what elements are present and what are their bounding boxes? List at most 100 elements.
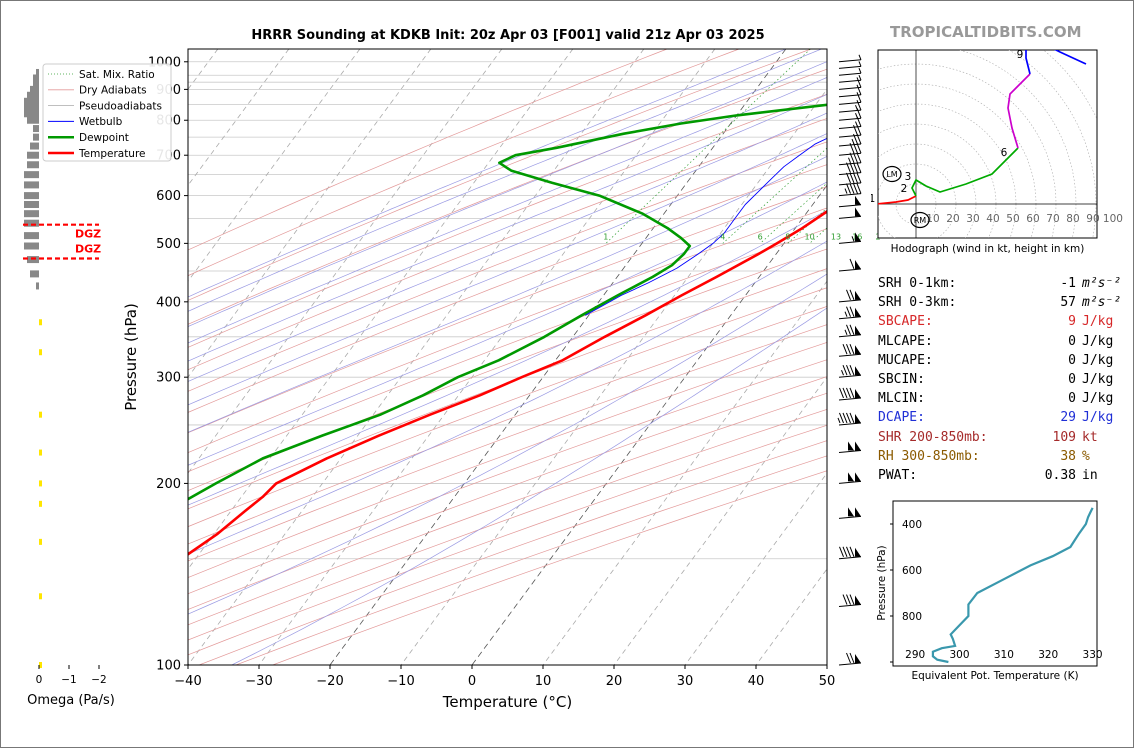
- dewpoint-profile: [188, 103, 827, 501]
- y-axis-label: Pressure (hPa): [122, 303, 140, 411]
- theta-e-y-tick-label: 600: [902, 565, 922, 577]
- barb-full: [846, 652, 851, 664]
- stat-label: MLCAPE:: [878, 333, 933, 349]
- x-tick-label: 40: [748, 674, 765, 689]
- barb-staff: [838, 556, 862, 560]
- stat-value: 0: [1068, 372, 1076, 388]
- hodo-ring-label: 20: [946, 213, 959, 225]
- hodo-height-label: 9: [1017, 49, 1024, 61]
- barb-flag: [855, 325, 861, 335]
- barb-full: [856, 183, 862, 194]
- omega-bar: [27, 256, 39, 264]
- theta-e-y-tick-label: 400: [902, 519, 922, 531]
- stat-unit: m²s⁻²: [1082, 276, 1122, 291]
- barb-full: [849, 152, 855, 163]
- stat-unit: kt: [1082, 429, 1098, 445]
- barb-full: [842, 412, 848, 424]
- wind-barb: [838, 289, 862, 303]
- brand-watermark: TROPICALTIDBITS.COM: [890, 23, 1082, 41]
- barb-staff: [838, 59, 862, 63]
- barb-staff: [838, 353, 862, 357]
- stat-value: 38: [1060, 448, 1076, 464]
- barb-full: [846, 306, 851, 317]
- legend-entry: Wetbulb: [79, 116, 123, 128]
- chart-title: HRRR Sounding at KDKB Init: 20z Apr 03 […: [251, 28, 765, 43]
- isotherm-line: [400, 88, 827, 665]
- omega-bar: [33, 80, 39, 88]
- stat-row: RH 300-850mb: 38%: [878, 447, 1121, 466]
- barb-staff: [838, 450, 862, 454]
- wind-barb: [838, 594, 862, 608]
- hodo-ring-label: 50: [1006, 213, 1019, 225]
- barb-full: [853, 162, 858, 173]
- barb-full: [853, 172, 858, 184]
- barb-staff: [838, 72, 862, 76]
- wind-barb: [838, 652, 862, 666]
- dry-adiabat-line: [188, 248, 827, 492]
- barb-flag: [855, 232, 861, 242]
- wind-barb: [838, 61, 862, 69]
- dry-adiabat-line: [188, 341, 827, 578]
- stat-unit: J/kg: [1082, 333, 1114, 349]
- stat-unit: in: [1082, 468, 1098, 484]
- omega-bar: [36, 68, 39, 76]
- barb-full: [846, 387, 851, 399]
- barb-half: [858, 75, 862, 81]
- barb-full: [842, 594, 848, 605]
- barb-full: [849, 594, 855, 605]
- hodo-caption: Hodograph (wind in kt, height in km): [891, 243, 1085, 255]
- dry-adiabat-line: [188, 268, 827, 510]
- mixing-ratio-label: 4: [720, 232, 725, 241]
- barb-full: [856, 99, 862, 111]
- stat-label: SRH 0-3km:: [878, 295, 957, 311]
- dry-adiabat-line: [188, 392, 827, 626]
- legend-entry: Dewpoint: [79, 132, 129, 144]
- omega-bar: [36, 282, 39, 290]
- barb-staff: [838, 193, 862, 197]
- omega-bar: [24, 110, 39, 118]
- barb-full: [856, 116, 862, 127]
- theta-e-x-tick-label: 300: [949, 649, 969, 661]
- barb-staff: [838, 204, 862, 208]
- isotherm-line: [188, 49, 645, 665]
- dry-adiabat-line: [188, 186, 827, 434]
- mixing-ratio-label: 6: [758, 232, 763, 241]
- legend-entry: Sat. Mix. Ratio: [79, 69, 155, 81]
- stat-value: 57: [1060, 295, 1076, 311]
- wind-barb: [838, 387, 862, 401]
- stat-row: SRH 0-3km: 57 m²s⁻²: [878, 293, 1121, 312]
- barb-flag: [855, 507, 861, 517]
- omega-bar: [24, 103, 39, 111]
- barb-full: [846, 324, 851, 335]
- barb-full: [849, 546, 855, 557]
- stat-row: SHR 200-850mb: 109 kt: [878, 428, 1121, 447]
- stat-label: MLCIN:: [878, 391, 925, 407]
- barb-full: [856, 108, 862, 119]
- hodo-height-label: 1: [871, 193, 875, 205]
- hodo-height-label: 2: [901, 183, 908, 195]
- barb-staff: [838, 316, 862, 320]
- omega-bar-yellow: [39, 538, 42, 545]
- theta-e-x-tick-label: 320: [1038, 649, 1058, 661]
- stat-label: SBCIN:: [878, 372, 925, 388]
- wind-barb: [838, 143, 862, 156]
- barb-flag: [855, 441, 861, 451]
- y-tick-label: 200: [156, 477, 181, 492]
- barb-half: [851, 236, 855, 242]
- barb-staff: [838, 515, 862, 519]
- barb-full: [849, 183, 855, 194]
- wind-barb: [838, 365, 862, 378]
- x-tick-label: 0: [468, 674, 476, 689]
- omega-bar: [24, 219, 39, 227]
- stat-row: PWAT: 0.38 in: [878, 466, 1121, 485]
- barb-staff: [838, 101, 862, 105]
- wind-barb: [838, 507, 862, 519]
- barb-full: [849, 652, 855, 664]
- barb-full: [846, 162, 851, 173]
- dry-adiabat-line: [188, 359, 827, 595]
- stat-unit: J/kg: [1082, 314, 1114, 330]
- sounding-stats: SRH 0-1km: -1 m²s⁻² SRH 0-3km: 57 m²s⁻² SBCAPE…: [878, 274, 1121, 485]
- barb-full: [853, 152, 858, 163]
- wind-barb: [838, 472, 862, 484]
